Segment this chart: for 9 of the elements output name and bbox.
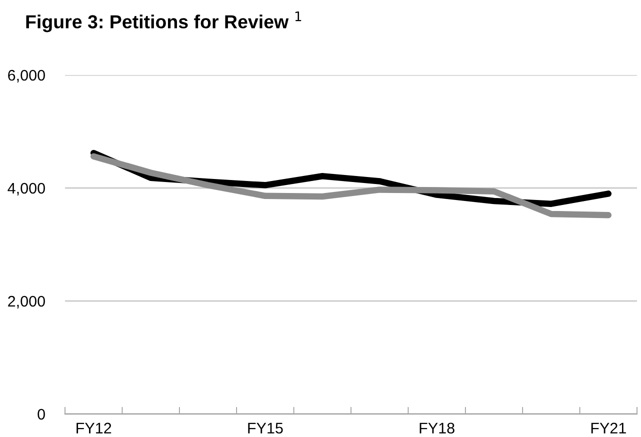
y-tick-label: 2,000	[8, 296, 45, 308]
y-tick-label: 0	[38, 408, 45, 420]
x-tick-label: FY21	[591, 422, 626, 434]
y-tick-label: 4,000	[8, 182, 45, 196]
x-tick-label: FY12	[76, 422, 112, 434]
y-tick-label: 6,000	[8, 70, 45, 82]
chart-title: Figure 3: Petitions for Review $^{1}$	[26, 12, 302, 32]
x-tick-label: FY18	[420, 422, 454, 434]
x-tick-label: FY15	[248, 422, 283, 434]
